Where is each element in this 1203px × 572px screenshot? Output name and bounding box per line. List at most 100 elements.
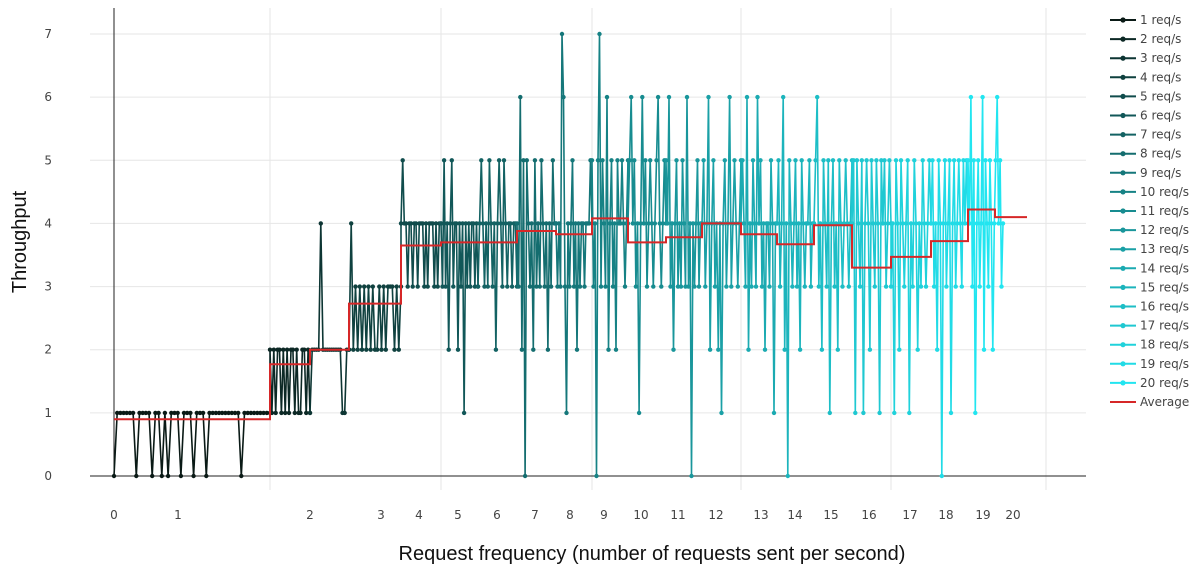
series-line — [665, 97, 702, 477]
data-point — [445, 221, 450, 226]
x-tick-labels: 0 1 2 3 4 5 6 7 8 9 10 11 12 13 14 15 16 17 18 19 20 — [110, 508, 1020, 522]
legend-label: 18 req/s — [1140, 338, 1189, 352]
legend-item[interactable]: 9 req/s — [1110, 166, 1181, 180]
data-point — [641, 221, 646, 226]
series-line — [113, 412, 270, 477]
data-point — [483, 221, 489, 226]
x-tick-label: 8 — [566, 508, 574, 522]
data-point — [290, 347, 296, 352]
data-point — [304, 410, 309, 416]
data-point — [377, 284, 382, 289]
legend-item[interactable]: 12 req/s — [1110, 223, 1189, 237]
data-point — [547, 221, 552, 226]
legend-item[interactable]: 18 req/s — [1110, 338, 1189, 352]
data-point — [261, 410, 266, 416]
data-point — [403, 221, 409, 226]
legend-marker — [1120, 208, 1126, 214]
x-tick-label: 2 — [306, 508, 314, 522]
data-point — [861, 410, 866, 416]
data-point — [548, 284, 554, 289]
legend-item[interactable]: 16 req/s — [1110, 300, 1189, 314]
data-point — [854, 158, 860, 163]
x-tick-label: 1 — [174, 508, 182, 522]
data-point — [740, 158, 745, 163]
legend-item[interactable]: 11 req/s — [1110, 204, 1189, 218]
legend-item[interactable]: 8 req/s — [1110, 147, 1181, 161]
x-tick-label: 10 — [633, 508, 648, 522]
data-point — [872, 284, 877, 289]
data-point — [609, 158, 614, 163]
data-point — [900, 221, 905, 226]
legend-item[interactable]: 13 req/s — [1110, 242, 1189, 256]
data-point — [582, 284, 587, 289]
series-16-req-s — [811, 94, 855, 416]
data-point — [965, 158, 971, 163]
legend-label: 19 req/s — [1140, 357, 1189, 371]
data-point — [353, 284, 358, 289]
x-tick-label: 20 — [1005, 508, 1020, 522]
legend-marker — [1120, 284, 1126, 290]
data-point — [774, 221, 780, 226]
data-point — [970, 284, 975, 289]
legend-item[interactable]: 15 req/s — [1110, 280, 1189, 294]
data-point — [657, 221, 662, 226]
data-point — [213, 410, 219, 416]
legend-item[interactable]: 2 req/s — [1110, 32, 1181, 46]
data-point — [762, 347, 768, 352]
legend-item[interactable]: 17 req/s — [1110, 319, 1189, 333]
data-point — [913, 221, 919, 226]
data-point — [659, 284, 664, 289]
data-point — [524, 158, 529, 163]
data-point — [696, 284, 702, 289]
data-point — [830, 158, 836, 163]
data-point — [521, 158, 526, 163]
data-point — [629, 94, 634, 100]
data-point — [681, 221, 687, 226]
legend-marker — [1120, 170, 1126, 176]
legend-item[interactable]: 19 req/s — [1110, 357, 1189, 371]
data-point — [652, 221, 658, 226]
legend-item[interactable]: 4 req/s — [1110, 70, 1181, 84]
data-point — [366, 284, 371, 289]
legend-item[interactable]: 5 req/s — [1110, 89, 1181, 103]
data-point — [279, 410, 284, 416]
data-point — [636, 410, 642, 416]
legend-item[interactable]: 14 req/s — [1110, 261, 1189, 275]
legend-marker — [1120, 342, 1126, 348]
data-point — [958, 221, 963, 226]
legend-item[interactable]: 20 req/s — [1110, 376, 1189, 390]
legend-marker — [1120, 265, 1126, 271]
data-point — [589, 158, 595, 163]
data-point — [255, 410, 260, 416]
data-point — [615, 158, 620, 163]
legend-item[interactable]: 6 req/s — [1110, 109, 1181, 123]
data-point — [567, 284, 572, 289]
legend-item[interactable]: 10 req/s — [1110, 185, 1189, 199]
data-point — [635, 221, 640, 226]
data-point — [283, 410, 288, 416]
y-tick-label: 2 — [44, 343, 52, 357]
data-point — [928, 221, 934, 226]
series-19-req-s — [928, 158, 971, 479]
data-point — [368, 347, 373, 352]
data-point — [197, 410, 203, 416]
legend-item[interactable]: 3 req/s — [1110, 51, 1181, 65]
data-point — [815, 94, 820, 100]
data-point — [927, 158, 932, 163]
legend-item-average[interactable]: Average — [1110, 395, 1189, 409]
legend-marker — [1120, 246, 1126, 252]
data-point — [604, 94, 610, 100]
data-point — [649, 221, 654, 226]
data-point — [955, 221, 960, 226]
data-point — [729, 284, 734, 289]
x-tick-label: 18 — [938, 508, 953, 522]
series-line — [701, 97, 742, 413]
legend-item[interactable]: 7 req/s — [1110, 128, 1181, 142]
data-point — [559, 31, 565, 37]
data-point — [711, 158, 716, 163]
data-point — [273, 410, 278, 416]
data-point — [370, 284, 375, 289]
data-point — [267, 347, 273, 352]
data-point — [797, 347, 803, 352]
legend-item[interactable]: 1 req/s — [1110, 13, 1181, 27]
